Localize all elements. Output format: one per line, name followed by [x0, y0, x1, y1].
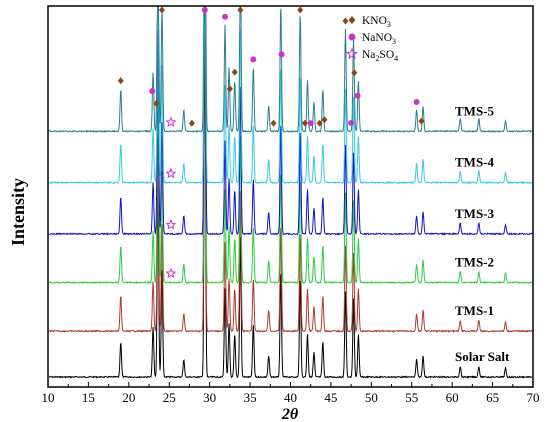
kno3-marker: [237, 6, 244, 14]
x-tick-label: 10: [42, 390, 55, 405]
kno3-marker: [342, 17, 349, 25]
x-tick-label: 40: [284, 390, 297, 405]
x-tick-label: 30: [203, 390, 216, 405]
nano3-marker: [413, 99, 420, 105]
sample-label: TMS-3: [455, 206, 495, 221]
sample-label: TMS-2: [455, 255, 494, 270]
x-tick-label: 45: [324, 390, 337, 405]
x-tick-label: 20: [122, 390, 135, 405]
legend-circle-marker: [348, 33, 356, 41]
sample-label-layer: Solar Salt TMS-1 TMS-2 TMS-3 TMS-4 TMS-5: [455, 103, 510, 364]
kno3-marker: [188, 119, 195, 127]
kno3-marker: [321, 116, 328, 124]
na2so4-marker: [165, 167, 177, 179]
nano3-marker: [354, 92, 361, 99]
kno3-marker: [302, 119, 309, 127]
legend: KNO3 NaNO3 Na2SO4: [345, 15, 398, 63]
legend-label: NaNO3: [362, 32, 396, 46]
sample-label: TMS-4: [455, 155, 495, 170]
sample-label: TMS-1: [455, 303, 494, 318]
series-line-solar-salt: [48, 33, 533, 379]
x-tick-label: 65: [486, 390, 499, 405]
x-tick-label: 70: [527, 390, 540, 405]
sample-label: TMS-5: [455, 103, 495, 118]
kno3-marker: [158, 6, 165, 14]
nano3-marker: [278, 51, 285, 58]
x-axis: 10 15 20 25 30 35 40 45 50 55 60 65 70: [42, 382, 540, 405]
x-tick-label: 60: [446, 390, 459, 405]
kno3-marker: [270, 119, 277, 127]
x-tick-label: 50: [365, 390, 378, 405]
na2so4-marker: [165, 116, 177, 127]
kno3-marker: [297, 6, 304, 14]
series-line-tms-3: [48, 6, 533, 236]
nano3-marker: [307, 120, 314, 127]
nano3-marker: [222, 13, 229, 20]
kno3-marker: [418, 117, 425, 125]
series-line-tms-5: [48, 6, 533, 134]
kno3-marker: [316, 119, 323, 127]
kno3-marker: [226, 85, 233, 93]
kno3-marker: [117, 77, 124, 85]
na2so4-marker: [165, 219, 177, 230]
legend-label: Na2SO4: [362, 49, 398, 63]
x-tick-label: 35: [244, 390, 257, 405]
legend-diamond-marker: [348, 16, 356, 24]
kno3-marker: [231, 68, 238, 76]
nano3-marker: [250, 56, 257, 63]
kno3-marker: [153, 99, 160, 107]
sample-label: Solar Salt: [455, 349, 510, 364]
legend-star-marker: [345, 47, 359, 60]
x-tick-label: 25: [163, 390, 176, 405]
series-line-tms-4: [48, 6, 533, 185]
series-line-tms-2: [48, 6, 533, 285]
nano3-marker: [201, 7, 208, 13]
series-line-tms-1: [48, 6, 533, 334]
na2so4-marker: [165, 267, 177, 279]
x-tick-label: 55: [405, 390, 418, 405]
nano3-marker: [149, 88, 156, 95]
kno3-marker: [351, 69, 358, 77]
y-axis-title: Intensity: [8, 178, 28, 246]
x-tick-label: 15: [82, 390, 95, 405]
nano3-marker: [348, 119, 355, 126]
x-axis-title: 2θ: [281, 406, 299, 422]
series-layer: [48, 6, 533, 379]
marker-layer: [117, 6, 425, 279]
legend-label: KNO3: [362, 15, 391, 29]
